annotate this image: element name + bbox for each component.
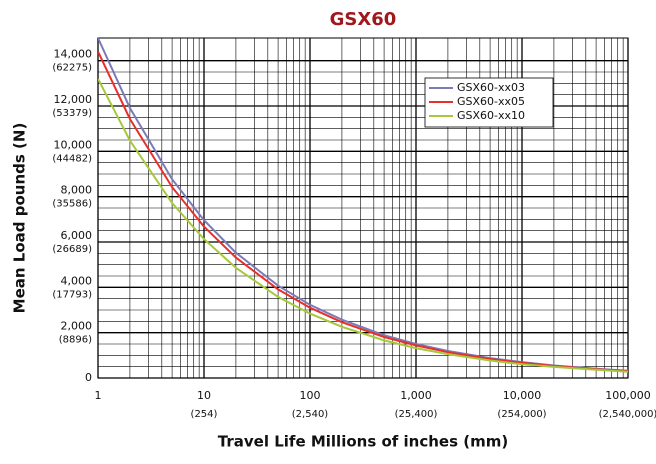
x-axis-label: Travel Life Millions of inches (mm)	[218, 433, 508, 451]
y-tick-sublabel: (62275)	[52, 63, 92, 74]
y-tick-label: 14,000	[54, 48, 93, 61]
x-tick-sublabel: (2,540)	[292, 409, 329, 420]
y-axis-label: Mean Load pounds (N)	[11, 123, 29, 314]
y-tick-sublabel: (8896)	[59, 335, 92, 346]
y-tick-sublabel: (26689)	[52, 244, 92, 255]
y-tick-label: 4,000	[61, 274, 93, 287]
y-tick-label: 10,000	[54, 138, 93, 151]
y-tick-label: 2,000	[61, 320, 93, 333]
x-tick-label: 10,000	[503, 389, 542, 402]
x-tick-label: 100,000	[605, 389, 651, 402]
x-tick-label: 10	[197, 389, 211, 402]
x-tick-label: 1	[95, 389, 102, 402]
x-tick-label: 1,000	[400, 389, 432, 402]
series-line	[98, 78, 628, 373]
x-tick-sublabel: (2,540,000)	[599, 409, 656, 420]
y-tick-label: 6,000	[61, 229, 93, 242]
y-tick-label: 0	[85, 371, 92, 384]
x-tick-sublabel: (254)	[191, 409, 218, 420]
x-tick-sublabel: (25,400)	[395, 409, 438, 420]
y-tick-sublabel: (44482)	[52, 153, 92, 164]
y-tick-sublabel: (53379)	[52, 108, 92, 119]
x-tick-label: 100	[300, 389, 321, 402]
chart-title: GSX60	[330, 9, 397, 30]
y-tick-label: 12,000	[54, 93, 93, 106]
legend-label: GSX60-xx03	[457, 81, 525, 94]
y-tick-sublabel: (35586)	[52, 199, 92, 210]
legend-label: GSX60-xx10	[457, 109, 525, 122]
y-tick-sublabel: (17793)	[52, 289, 92, 300]
plot-frame	[97, 37, 629, 379]
series-line	[98, 51, 628, 372]
y-tick-label: 8,000	[61, 184, 93, 197]
x-tick-sublabel: (254,000)	[497, 409, 546, 420]
legend-label: GSX60-xx05	[457, 95, 525, 108]
